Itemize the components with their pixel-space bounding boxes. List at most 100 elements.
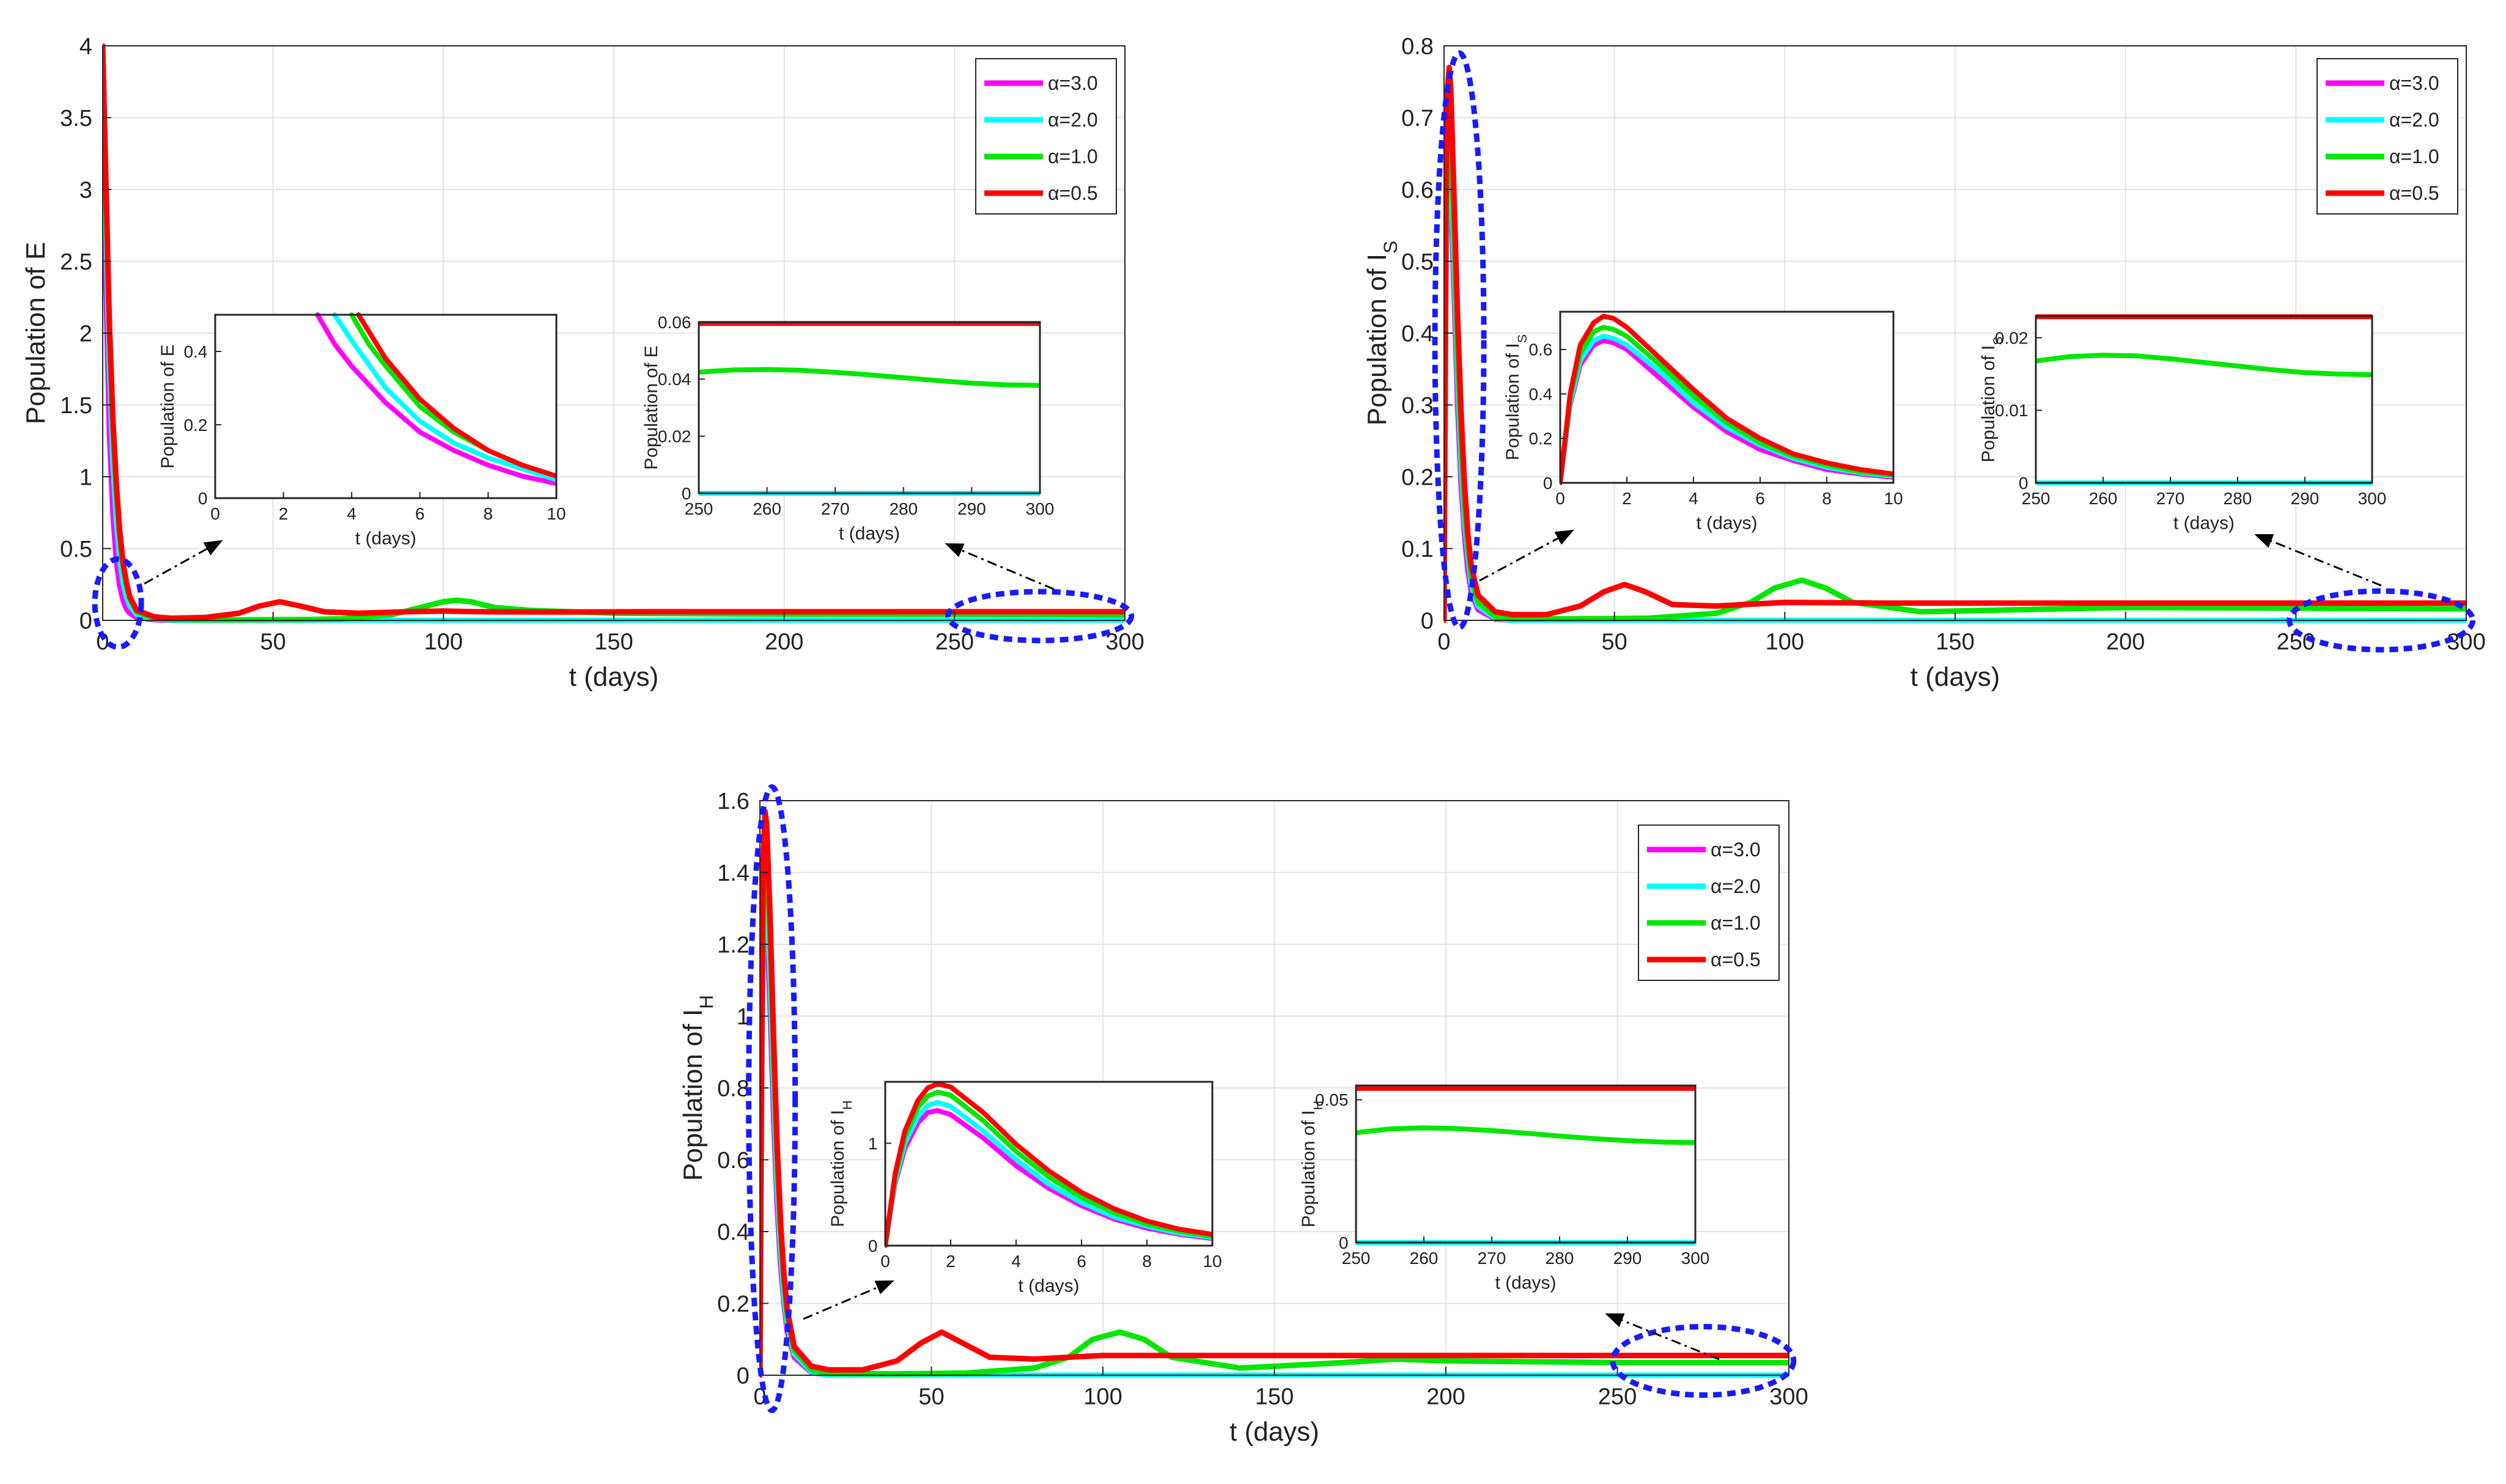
x-tick-label: 6 bbox=[1755, 489, 1765, 508]
y-tick-label: 4 bbox=[79, 34, 92, 59]
x-tick-label: 270 bbox=[1478, 1249, 1506, 1268]
y-tick-label: 1.5 bbox=[60, 393, 92, 419]
y-tick-label: 1.6 bbox=[717, 788, 750, 814]
y-tick-label: 0 bbox=[198, 489, 208, 508]
legend: α=3.0 α=2.0 α=1.0 α=0.5 bbox=[975, 58, 1117, 215]
inset-E-early-series-group bbox=[315, 312, 556, 486]
x-axis-label: t (days) bbox=[1911, 662, 2000, 692]
x-tick-label: 300 bbox=[1026, 499, 1055, 518]
inset-IS-early-series-group bbox=[1560, 314, 1893, 485]
panel-IH-series-group bbox=[760, 809, 1789, 1378]
inset-IH-early-series-group bbox=[885, 1081, 1212, 1248]
y-tick-label: 0.7 bbox=[1401, 106, 1434, 131]
inset-E-late-frame bbox=[698, 321, 1041, 494]
y-axis-label-main: Population of I bbox=[1978, 345, 1999, 463]
y-tick-label: 0.4 bbox=[1401, 321, 1434, 347]
x-tick-label: 0 bbox=[1437, 630, 1450, 655]
y-axis-label: Population of E bbox=[158, 344, 178, 468]
y-tick-label: 0.6 bbox=[1528, 340, 1552, 359]
y-tick-label: 0.6 bbox=[1401, 177, 1434, 203]
x-tick-label: 290 bbox=[2291, 489, 2320, 508]
x-tick-label: 8 bbox=[1142, 1252, 1152, 1271]
y-tick-label: 0.2 bbox=[717, 1291, 750, 1317]
y-axis-label-sub: H bbox=[839, 1100, 855, 1110]
x-tick-label: 10 bbox=[1203, 1252, 1222, 1271]
y-tick-label: 0.3 bbox=[1401, 393, 1434, 419]
x-axis-label: t (days) bbox=[569, 662, 659, 692]
zoom-marker-ellipse bbox=[92, 556, 144, 650]
x-tick-label: 300 bbox=[2358, 489, 2387, 508]
zoom-marker-ellipse bbox=[746, 784, 798, 1414]
series-line-α=0.5 bbox=[1444, 64, 2466, 623]
legend-label: α=1.0 bbox=[1048, 145, 1098, 167]
y-tick-label: 1.4 bbox=[717, 861, 750, 886]
x-tick-label: 250 bbox=[1342, 1249, 1371, 1268]
inset-IS-late-frame bbox=[2035, 315, 2373, 484]
zoom-marker-ellipse bbox=[1432, 50, 1487, 631]
y-tick-label: 0.5 bbox=[60, 537, 92, 562]
x-axis-label: t (days) bbox=[1495, 1273, 1556, 1293]
x-tick-label: 300 bbox=[1105, 630, 1144, 655]
y-tick-label: 0.4 bbox=[717, 1219, 750, 1245]
y-axis-label: Population of IH bbox=[828, 1100, 855, 1227]
x-tick-label: 2 bbox=[279, 504, 289, 523]
x-tick-label: 300 bbox=[1681, 1249, 1710, 1268]
x-tick-label: 6 bbox=[1077, 1252, 1086, 1271]
zoom-marker-ellipse bbox=[945, 589, 1135, 644]
zoom-arrow bbox=[945, 543, 1055, 590]
x-tick-label: 280 bbox=[889, 499, 918, 518]
legend-label: α=3.0 bbox=[1048, 72, 1098, 94]
zoom-arrow bbox=[144, 540, 223, 585]
x-tick-label: 10 bbox=[1884, 489, 1903, 508]
y-axis-label: Population of IH bbox=[1299, 1101, 1325, 1227]
x-axis-label: t (days) bbox=[1696, 513, 1757, 534]
series-line-α=0.5 bbox=[1560, 314, 1893, 485]
y-tick-label: 0.2 bbox=[1528, 429, 1552, 448]
legend-label: α=3.0 bbox=[2389, 72, 2439, 94]
y-tick-label: 0.02 bbox=[658, 427, 691, 446]
x-tick-label: 200 bbox=[765, 630, 803, 655]
x-tick-label: 260 bbox=[1410, 1249, 1439, 1268]
y-axis-label: Population of E bbox=[641, 345, 662, 469]
y-tick-label: 3.5 bbox=[60, 106, 92, 131]
inset-IH-late: 250 260 270 280 290 300 0 0.05 t (days) Populatio… bbox=[1299, 1084, 1710, 1293]
y-tick-label: 0 bbox=[737, 1363, 750, 1389]
x-tick-label: 150 bbox=[1936, 630, 1974, 655]
x-tick-label: 8 bbox=[1822, 489, 1832, 508]
y-tick-label: 0 bbox=[868, 1236, 878, 1255]
x-tick-label: 50 bbox=[260, 630, 286, 655]
x-tick-label: 290 bbox=[957, 499, 986, 518]
x-tick-label: 260 bbox=[2089, 489, 2118, 508]
y-tick-label: 0.02 bbox=[1995, 328, 2029, 347]
legend-label: α=3.0 bbox=[1711, 839, 1761, 861]
y-axis-label-sub: S bbox=[1379, 241, 1401, 254]
y-tick-label: 0.4 bbox=[1528, 384, 1552, 403]
y-axis-label-main: Population of I bbox=[678, 1009, 708, 1181]
x-tick-label: 4 bbox=[347, 504, 356, 523]
x-tick-label: 200 bbox=[1426, 1384, 1465, 1410]
x-tick-label: 4 bbox=[1011, 1252, 1021, 1271]
inset-IH-early: 0 2 4 6 8 10 0 1 t (days) Population of IH bbox=[828, 1081, 1222, 1296]
y-axis-label-main: Population of I bbox=[1503, 343, 1523, 460]
inset-IS-early-frame bbox=[1559, 310, 1895, 484]
zoom-marker-ellipse bbox=[2287, 588, 2476, 653]
inset-IS-early: 0 2 4 6 8 10 0 0.2 0.4 0.6 t (days) Population of I… bbox=[1503, 310, 1903, 534]
x-tick-label: 0 bbox=[1555, 489, 1565, 508]
legend-label: α=1.0 bbox=[1711, 912, 1761, 934]
y-axis-label-sub: H bbox=[695, 995, 717, 1009]
x-tick-label: 8 bbox=[484, 504, 493, 523]
y-tick-label: 0.2 bbox=[1401, 465, 1434, 490]
y-axis-label-main: Population of E bbox=[158, 344, 178, 468]
y-tick-label: 0.05 bbox=[1315, 1090, 1349, 1109]
inset-E-late: 250 260 270 280 290 300 0 0.02 0.04 0.06 t (days) P… bbox=[641, 313, 1054, 544]
series-line-α=1.0 bbox=[699, 367, 1040, 388]
y-axis-label-main: Population of E bbox=[21, 242, 51, 424]
x-tick-label: 100 bbox=[424, 630, 463, 655]
legend: α=3.0 α=2.0 α=1.0 α=0.5 bbox=[2316, 58, 2458, 215]
y-axis-label-main: Population of E bbox=[641, 345, 662, 469]
series-line-α=1.0 bbox=[2036, 353, 2372, 378]
x-tick-label: 50 bbox=[918, 1384, 944, 1410]
inset-IH-late-frame bbox=[1355, 1084, 1697, 1244]
x-tick-label: 10 bbox=[547, 504, 566, 523]
legend-label: α=0.5 bbox=[2389, 182, 2439, 204]
